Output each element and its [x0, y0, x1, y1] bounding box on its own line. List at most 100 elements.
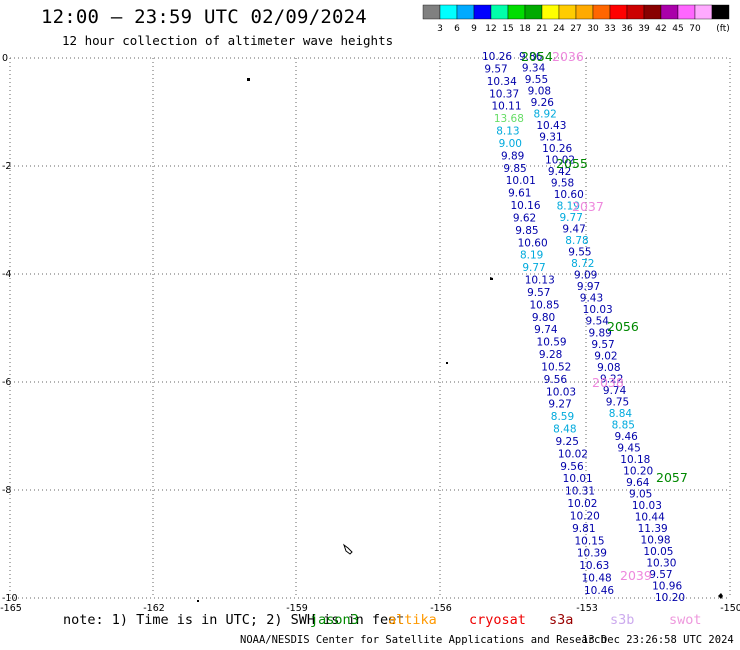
track-a-swh-value: 10.01 [563, 473, 593, 485]
colorbar-tick-label: 36 [621, 24, 633, 34]
track-b-swh-value: 9.55 [568, 247, 591, 259]
pass-time-label: 2056 [607, 319, 639, 334]
track-b-swh-value: 8.72 [571, 258, 594, 270]
colorbar-swatch [592, 4, 611, 20]
colorbar-swatch [422, 4, 441, 20]
colorbar-swatch [456, 4, 475, 20]
y-axis-tick-label: -8 [2, 485, 11, 496]
colorbar-swatch [575, 4, 594, 20]
colorbar-tick-label: 30 [587, 24, 599, 34]
x-axis-tick-label: -156 [430, 603, 452, 614]
track-a-swh-value: 10.59 [537, 337, 567, 349]
track-a-swh-value: 10.60 [518, 237, 548, 249]
colorbar-unit: (ft) [716, 24, 730, 34]
track-a-swh-value: 10.39 [577, 548, 607, 560]
map-title: 12:00 – 23:59 UTC 02/09/2024 [41, 6, 367, 28]
colorbar-tick-label: 24 [553, 24, 565, 34]
track-b-swh-value: 9.26 [531, 97, 555, 109]
pass-time-label: 2039 [620, 568, 652, 583]
colorbar-swatch [694, 4, 713, 20]
track-a-swh-value: 9.62 [513, 212, 536, 224]
track-b-swh-value: 9.02 [594, 350, 617, 362]
track-a-swh-value: 9.77 [522, 262, 545, 274]
colorbar-swatch [524, 4, 543, 20]
x-axis-tick-label: -159 [286, 603, 308, 614]
track-a-swh-value: 9.61 [508, 188, 531, 200]
y-axis-tick-label: -6 [2, 377, 11, 388]
pass-time-label: 2054 [521, 49, 553, 64]
track-b-swh-value: 9.08 [528, 86, 551, 98]
map-subtitle: 12 hour collection of altimeter wave hei… [62, 33, 394, 48]
track-b-swh-value: 9.42 [548, 166, 571, 178]
x-axis-tick-label: -150 [720, 603, 740, 614]
track-b-swh-value: 10.02 [545, 155, 575, 167]
track-b-swh-value: 9.46 [614, 431, 638, 443]
colorbar-tick-label: 9 [471, 24, 477, 34]
track-a-swh-value: 10.85 [529, 299, 559, 311]
track-a-swh-value: 10.03 [546, 386, 576, 398]
colorbar-tick-label: 3 [437, 24, 443, 34]
track-a-swh-value: 9.56 [544, 374, 568, 386]
island-outline [247, 78, 250, 81]
legend-sat-s3a: s3a [549, 612, 574, 628]
track-b-swh-value: 8.84 [609, 408, 633, 420]
colorbar-tick-label: 27 [570, 24, 581, 34]
track-b-swh-value: 9.34 [522, 63, 546, 75]
track-b-swh-value: 9.31 [539, 132, 562, 144]
track-a-swh-value: 8.13 [496, 126, 519, 138]
island-outlines [197, 78, 723, 602]
track-b-swh-value: 10.98 [641, 534, 671, 546]
colorbar-swatch [660, 4, 679, 20]
track-a-swh-value: 10.11 [491, 101, 521, 113]
track-a-swh-value: 13.68 [494, 113, 524, 125]
altimeter-track-2: 9.869.349.559.089.268.9210.439.3110.2610… [519, 51, 685, 604]
track-a-swh-value: 9.81 [572, 523, 595, 535]
track-a-swh-value: 10.46 [584, 585, 614, 597]
track-b-swh-value: 10.96 [652, 580, 682, 592]
y-axis-tick-label: -4 [2, 269, 11, 280]
track-a-swh-value: 8.59 [551, 411, 574, 423]
track-a-swh-value: 10.52 [541, 361, 571, 373]
colorbar-swatch [490, 4, 509, 20]
legend-sat-s3b: s3b [610, 612, 635, 628]
pass-time-label: 2057 [656, 470, 688, 485]
track-b-swh-value: 9.89 [588, 327, 611, 339]
track-a-swh-value: 9.89 [501, 150, 524, 162]
track-b-swh-value: 10.03 [632, 500, 662, 512]
track-b-swh-value: 10.03 [583, 304, 613, 316]
track-a-swh-value: 8.19 [520, 250, 543, 262]
track-b-swh-value: 8.92 [533, 109, 556, 121]
colorbar-tick-label: 39 [638, 24, 650, 34]
island-outline [197, 600, 199, 602]
track-a-swh-value: 9.25 [556, 436, 579, 448]
legend-sat-cryosat: cryosat [469, 612, 526, 628]
pass-time-label: 2055 [556, 156, 588, 171]
altimeter-track-1: 10.269.5710.3410.3710.1113.688.139.009.8… [482, 51, 614, 597]
island-outline [343, 543, 353, 555]
island-outline [718, 593, 723, 599]
track-b-swh-value: 9.55 [525, 74, 548, 86]
track-b-swh-value: 9.05 [629, 488, 652, 500]
track-a-swh-value: 10.16 [510, 200, 540, 212]
colorbar-tick-label: 42 [655, 24, 666, 34]
track-a-swh-value: 9.00 [499, 138, 522, 150]
island-outline [490, 277, 493, 280]
track-b-swh-value: 10.60 [554, 189, 584, 201]
track-a-swh-value: 9.85 [503, 163, 526, 175]
track-a-swh-value: 10.34 [487, 76, 517, 88]
track-a-swh-value: 9.27 [548, 399, 571, 411]
track-b-swh-value: 10.26 [542, 143, 572, 155]
track-a-swh-value: 9.74 [534, 324, 558, 336]
track-b-swh-value: 9.57 [591, 339, 614, 351]
track-b-swh-value: 9.09 [574, 270, 597, 282]
track-b-swh-value: 9.77 [560, 212, 583, 224]
colorbar-tick-label: 15 [502, 24, 513, 34]
track-b-swh-value: 9.97 [577, 281, 600, 293]
colorbar-swatch [439, 4, 458, 20]
track-b-swh-value: 10.43 [536, 120, 566, 132]
track-b-swh-value: 9.22 [600, 373, 623, 385]
track-a-swh-value: 10.15 [575, 535, 605, 547]
colorbar-tick-label: 33 [604, 24, 615, 34]
track-b-swh-value: 9.54 [586, 316, 610, 328]
track-b-swh-value: 10.18 [620, 454, 650, 466]
